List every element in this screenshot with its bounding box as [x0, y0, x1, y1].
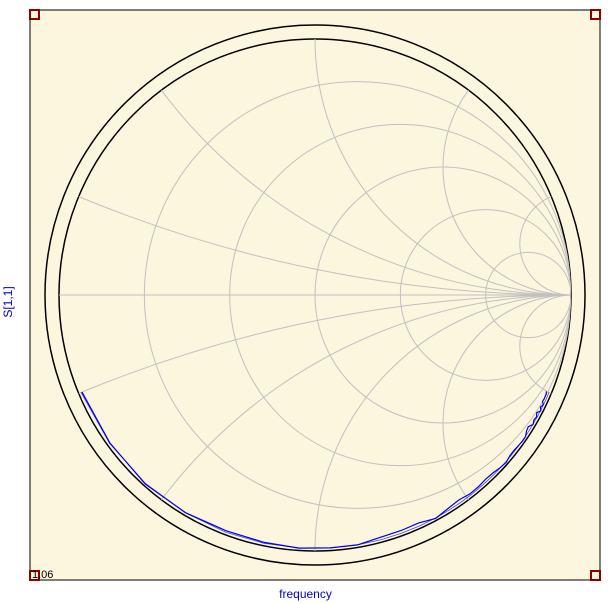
smith-chart: S[1,1] frequency 1.06 — [0, 0, 611, 603]
chart-svg — [0, 0, 611, 603]
x-axis-label: frequency — [0, 587, 611, 601]
corner-value: 1.06 — [32, 569, 53, 581]
y-axis-label: S[1,1] — [1, 286, 15, 317]
